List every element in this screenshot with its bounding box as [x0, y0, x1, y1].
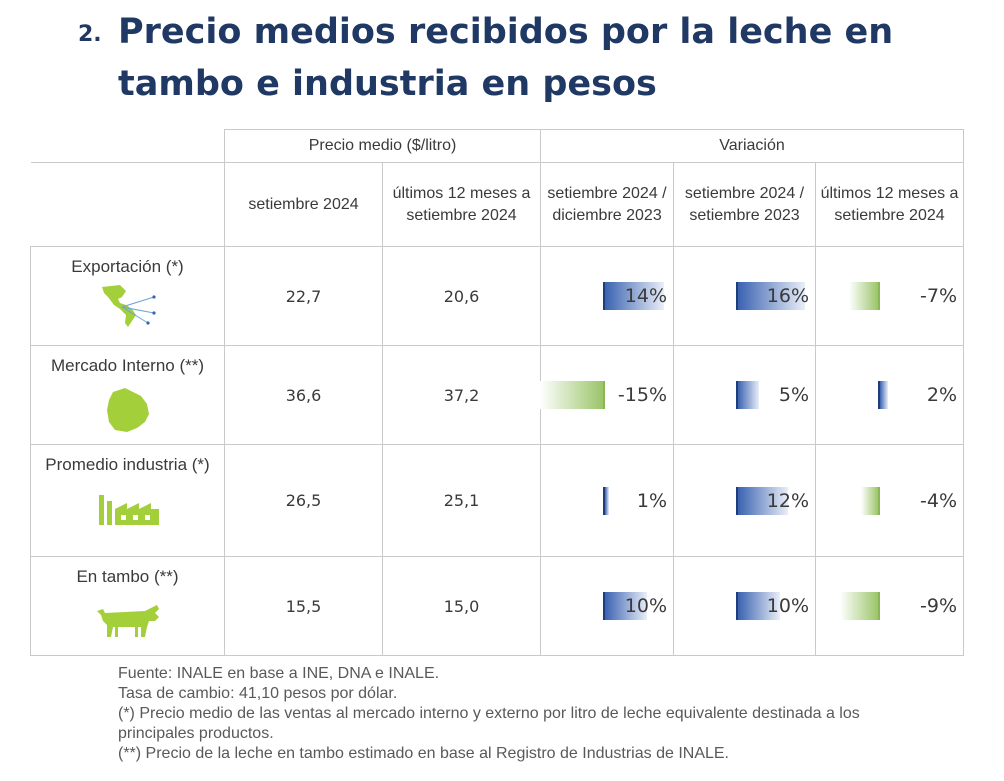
row-label-cell: En tambo (**)	[30, 556, 225, 656]
var-vs-dec-value: 10%	[624, 595, 668, 617]
var-bar	[736, 592, 781, 620]
price-month: 22,7	[224, 246, 383, 346]
var-12m-value: -4%	[920, 489, 958, 512]
var-bar	[736, 282, 806, 310]
var-12m-value: -7%	[920, 285, 958, 307]
uruguay-map-icon	[106, 388, 149, 432]
var-12m-value: -9%	[920, 595, 958, 617]
var-bar	[736, 381, 760, 409]
header-price-month: setiembre 2024	[224, 162, 383, 247]
row-label: Mercado Interno (**)	[50, 356, 205, 375]
var-vs-dec-cell: 1%	[540, 444, 675, 557]
footnote-note1: (*) Precio medio de las ventas al mercad…	[118, 705, 860, 742]
var-yoy-cell: 16%	[673, 246, 817, 346]
table-row: En tambo (**) 15,5 15,0 10% 10% -9%	[30, 556, 965, 656]
header-var-yoy: setiembre 2024 / setiembre 2023	[673, 162, 817, 247]
corner-cell	[30, 162, 225, 247]
table-row: Exportación (*) 22,7 20,6 14% 16% -7%	[30, 246, 965, 346]
price-12m: 20,6	[381, 246, 542, 346]
var-12m-cell: -4%	[815, 444, 965, 557]
title-number: 2.	[78, 22, 102, 47]
footnote-note2: (**) Precio de la leche en tambo estimad…	[118, 745, 729, 762]
var-vs-dec-cell: 14%	[540, 246, 675, 346]
var-vs-dec-cell: 10%	[540, 556, 675, 656]
header-price-12m: últimos 12 meses a setiembre 2024	[381, 162, 542, 247]
price-12m: 15,0	[381, 556, 542, 656]
var-bar	[603, 592, 648, 620]
var-vs-dec-value: 14%	[624, 285, 668, 307]
var-bar	[848, 282, 880, 310]
footnotes: Fuente: INALE en base a INE, DNA e INALE…	[118, 664, 938, 764]
header-var-12m-text: últimos 12 meses a setiembre 2024	[820, 184, 959, 224]
row-label-cell: Exportación (*)	[30, 246, 225, 346]
footnote-source: Fuente: INALE en base a INE, DNA e INALE…	[118, 665, 440, 682]
row-label: En tambo (**)	[76, 567, 179, 586]
var-bar	[540, 381, 606, 409]
var-bar	[603, 486, 610, 515]
header-var-12m: últimos 12 meses a setiembre 2024	[815, 162, 965, 247]
row-label: Promedio industria (*)	[45, 455, 210, 474]
footnote-exchange: Tasa de cambio: 41,10 pesos por dólar.	[118, 685, 398, 702]
header-var-vs-dec: setiembre 2024 / diciembre 2023	[540, 162, 675, 247]
price-month: 15,5	[224, 556, 383, 656]
var-12m-value: 2%	[926, 384, 958, 406]
var-bar	[861, 486, 880, 515]
var-vs-dec-cell: -15%	[540, 345, 675, 445]
var-vs-dec-value: -15%	[617, 384, 668, 406]
price-12m: 25,1	[381, 444, 542, 557]
header-price-12m-text: últimos 12 meses a setiembre 2024	[392, 184, 531, 224]
var-12m-cell: -9%	[815, 556, 965, 656]
cow-icon	[96, 605, 159, 637]
title-text: Precio medios recibidos por la leche en …	[118, 12, 894, 104]
table-row: Promedio industria (*) 26,5 25,1 1% 12% …	[30, 444, 965, 557]
var-yoy-value: 5%	[778, 384, 810, 406]
price-month: 26,5	[224, 444, 383, 557]
var-yoy-value: 16%	[766, 285, 810, 307]
group-header-price: Precio medio ($/litro)	[223, 129, 542, 163]
header-var-yoy-text: setiembre 2024 / setiembre 2023	[684, 184, 805, 224]
var-vs-dec-value: 1%	[636, 489, 668, 512]
factory-icon	[98, 495, 159, 525]
price-month: 36,6	[224, 345, 383, 445]
var-yoy-cell: 12%	[673, 444, 817, 557]
price-table: Precio medio ($/litro) Variación setiemb…	[30, 129, 965, 656]
var-12m-cell: 2%	[815, 345, 965, 445]
group-header-variation: Variación	[540, 129, 965, 163]
price-12m: 37,2	[381, 345, 542, 445]
var-yoy-value: 12%	[766, 489, 810, 512]
row-label-cell: Promedio industria (*)	[30, 444, 225, 557]
var-yoy-cell: 5%	[673, 345, 817, 445]
row-label: Exportación (*)	[71, 257, 184, 276]
var-bar	[736, 486, 789, 515]
var-12m-cell: -7%	[815, 246, 965, 346]
corner-cell	[30, 129, 225, 163]
var-yoy-cell: 10%	[673, 556, 817, 656]
table-row: Mercado Interno (**) 36,6 37,2 -15% 5% 2…	[30, 345, 965, 445]
var-yoy-value: 10%	[766, 595, 810, 617]
var-bar	[878, 381, 889, 409]
row-label-cell: Mercado Interno (**)	[30, 345, 225, 445]
var-bar	[840, 592, 880, 620]
var-bar	[603, 282, 664, 310]
americas-map-icon	[101, 285, 156, 327]
header-var-vs-dec-text: setiembre 2024 / diciembre 2023	[547, 184, 667, 224]
